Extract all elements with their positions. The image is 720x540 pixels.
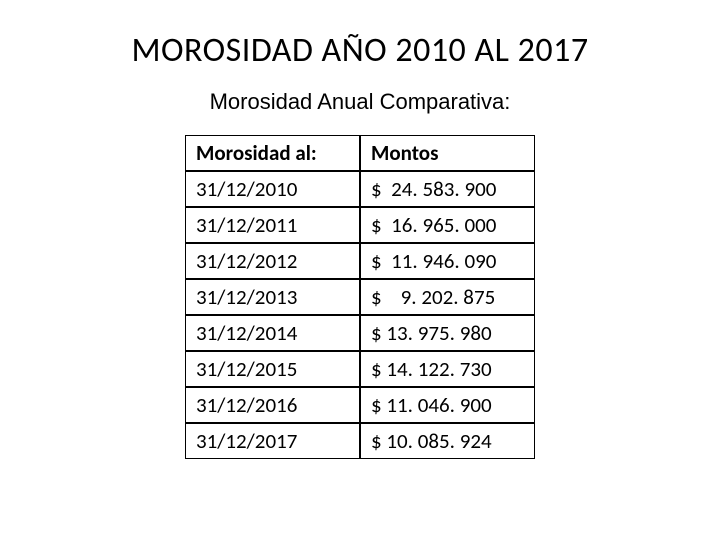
table-row: 31/12/2016 $ 11. 046. 900: [185, 387, 535, 423]
page-title: MOROSIDAD AÑO 2010 AL 2017: [0, 30, 720, 71]
cell-amount: $ 13. 975. 980: [360, 315, 535, 351]
table-row: 31/12/2011 $ 16. 965. 000: [185, 207, 535, 243]
cell-date: 31/12/2012: [185, 243, 360, 279]
cell-date: 31/12/2011: [185, 207, 360, 243]
table-header-row: Morosidad al: Montos: [185, 135, 535, 171]
cell-amount: $ 9. 202. 875: [360, 279, 535, 315]
table-row: 31/12/2014 $ 13. 975. 980: [185, 315, 535, 351]
table-row: 31/12/2015 $ 14. 122. 730: [185, 351, 535, 387]
header-amount: Montos: [360, 135, 535, 171]
table-row: 31/12/2013 $ 9. 202. 875: [185, 279, 535, 315]
table-container: Morosidad al: Montos 31/12/2010 $ 24. 58…: [0, 135, 720, 459]
cell-date: 31/12/2014: [185, 315, 360, 351]
cell-date: 31/12/2015: [185, 351, 360, 387]
header-date: Morosidad al:: [185, 135, 360, 171]
table-row: 31/12/2012 $ 11. 946. 090: [185, 243, 535, 279]
table-row: 31/12/2017 $ 10. 085. 924: [185, 423, 535, 459]
cell-amount: $ 16. 965. 000: [360, 207, 535, 243]
cell-date: 31/12/2013: [185, 279, 360, 315]
cell-amount: $ 11. 946. 090: [360, 243, 535, 279]
cell-amount: $ 14. 122. 730: [360, 351, 535, 387]
cell-amount: $ 24. 583. 900: [360, 171, 535, 207]
page-subtitle: Morosidad Anual Comparativa:: [0, 89, 720, 115]
cell-date: 31/12/2016: [185, 387, 360, 423]
morosidad-table: Morosidad al: Montos 31/12/2010 $ 24. 58…: [185, 135, 535, 459]
table-row: 31/12/2010 $ 24. 583. 900: [185, 171, 535, 207]
cell-amount: $ 11. 046. 900: [360, 387, 535, 423]
cell-date: 31/12/2010: [185, 171, 360, 207]
cell-amount: $ 10. 085. 924: [360, 423, 535, 459]
cell-date: 31/12/2017: [185, 423, 360, 459]
